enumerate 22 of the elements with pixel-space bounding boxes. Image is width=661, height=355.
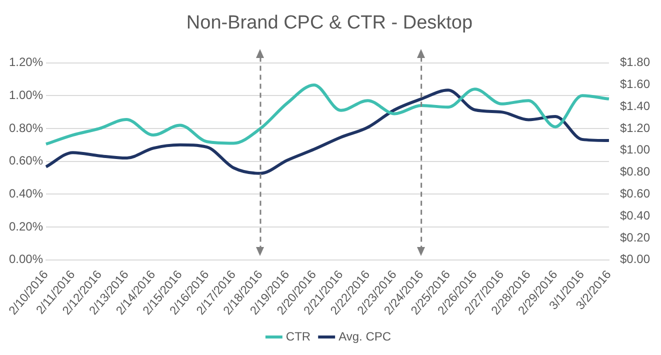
y-tick-label: 1.20% [8, 55, 44, 70]
y2-tick-label: $1.60 [620, 77, 650, 92]
legend-label: Avg. CPC [338, 329, 392, 344]
y2-tick-label: $0.00 [620, 252, 650, 266]
y2-tick-label: $0.80 [620, 164, 650, 179]
y-tick-label: 0.60% [8, 154, 44, 168]
y2-tick-label: $1.20 [620, 120, 650, 135]
line-series [44, 83, 610, 146]
y-tick-label: 0.80% [8, 120, 44, 135]
y2-tick-label: $1.40 [620, 98, 650, 113]
y2-tick-label: $1.80 [620, 55, 650, 70]
y-tick-label: 1.00% [8, 88, 44, 102]
y-tick-label: 0.00% [8, 252, 44, 266]
y2-tick-label: $0.60 [620, 186, 650, 200]
y-tick-label: 0.20% [8, 219, 44, 234]
y-tick-label: 0.40% [8, 186, 44, 200]
line-series [44, 88, 610, 175]
legend-label: CTR [286, 329, 311, 344]
y2-tick-label: $1.00 [620, 142, 650, 157]
y2-tick-label: $0.40 [620, 208, 650, 222]
chart-title: Non-Brand CPC & CTR - Desktop [186, 12, 473, 34]
y2-tick-label: $0.20 [620, 230, 650, 244]
